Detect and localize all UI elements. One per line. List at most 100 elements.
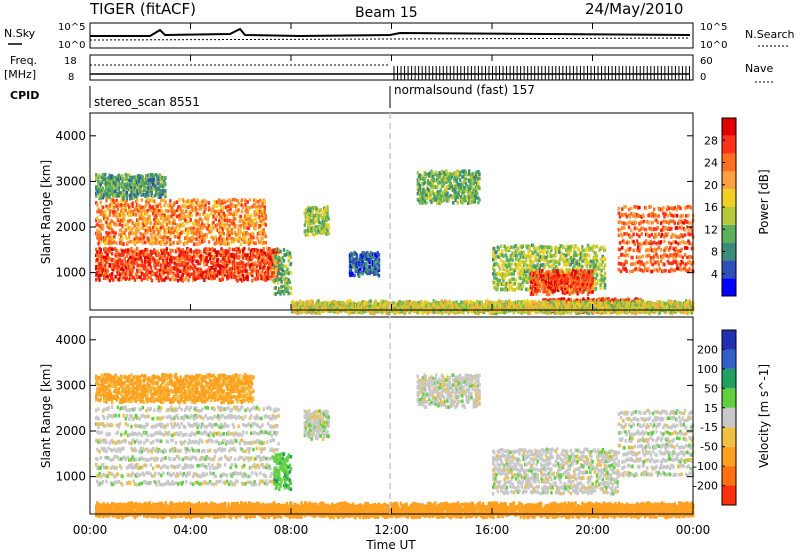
power-cells-cell	[238, 236, 241, 240]
power-cells-cell	[127, 185, 131, 189]
power-cells-cell	[145, 259, 148, 264]
power-cells-cell	[497, 246, 501, 251]
power-cells-cell	[260, 255, 263, 260]
power-cells-cell	[516, 257, 519, 262]
power-cells-cell	[137, 228, 140, 233]
power-cells-cell	[631, 255, 634, 260]
power-cells-cell	[569, 248, 573, 252]
power-cells-cell	[137, 209, 140, 213]
power-cells-cell	[139, 205, 142, 210]
power-cells-cell	[201, 221, 204, 226]
power-cells-cell	[226, 257, 229, 261]
power-cells-cell	[462, 175, 465, 179]
power-cells-cell	[125, 236, 129, 241]
power-cells-cell	[220, 205, 223, 209]
power-cells-cell	[175, 200, 179, 204]
power-cells-cell	[557, 288, 560, 293]
power-cells-cell	[433, 172, 437, 177]
power-cells-cell	[166, 262, 170, 266]
power-cells-cell	[104, 247, 107, 251]
power-cells-cell	[307, 212, 310, 217]
power-cells-cell	[105, 198, 108, 203]
power-cells-cell	[625, 214, 628, 219]
power-cells-cell	[122, 242, 125, 246]
power-cells-cell	[239, 227, 243, 231]
power-cells-cell	[349, 268, 353, 273]
power-cells-cell	[198, 227, 202, 232]
power-cells-cell	[501, 263, 504, 268]
power-cells-cell	[158, 268, 162, 273]
power-cells-cell	[125, 276, 129, 280]
power-cells-cell	[198, 235, 202, 239]
power-cells-cell	[174, 225, 178, 230]
power-cells-cell	[359, 267, 362, 271]
power-cells-cell	[614, 297, 617, 301]
power-cells-cell	[98, 230, 101, 234]
power-cells-cell	[117, 192, 121, 196]
power-cells-cell	[281, 289, 284, 294]
freq-tick-bottom: 8	[68, 72, 74, 83]
power-cells-cell	[96, 203, 99, 207]
power-cells-cell	[99, 196, 102, 200]
power-cells-cell	[146, 220, 149, 225]
power-cells-cell	[471, 175, 474, 180]
power-cells-cell	[173, 261, 176, 266]
power-cells-cell	[121, 241, 124, 246]
power-cells-cell	[273, 292, 276, 296]
power-cells-cell	[279, 249, 282, 254]
power-cells-cell	[163, 235, 166, 239]
power-cells-cell	[548, 281, 551, 285]
power-cells-cell	[627, 207, 631, 212]
power-cells-cell	[273, 278, 276, 282]
power-cells-cell	[585, 258, 588, 263]
power-cells-cell	[569, 262, 573, 267]
power-cells-cell	[175, 229, 179, 234]
power-cells-cell	[231, 247, 235, 252]
power-cells-cell	[219, 234, 222, 239]
power-cells-cell	[190, 199, 194, 203]
power-cells-cell	[525, 274, 528, 278]
power-cells-cell	[289, 255, 293, 260]
power-cells-cell	[460, 187, 463, 191]
power-cells-cell	[359, 255, 362, 260]
power-cells-cell	[238, 249, 241, 254]
power-cells-cell	[601, 259, 604, 264]
power-cells-cell	[125, 173, 129, 178]
power-cells-cell	[105, 230, 108, 235]
power-cells-cell	[269, 276, 272, 281]
power-cells-cell	[493, 276, 496, 280]
power-cells-cell	[287, 254, 290, 259]
power-cells-cell	[208, 230, 212, 234]
power-cells-cell	[150, 235, 154, 239]
power-cells-cell	[117, 268, 121, 273]
power-cells-cell	[356, 257, 360, 262]
power-cells-cell	[122, 269, 125, 273]
power-cells-cell	[173, 209, 176, 214]
power-cells-cell	[125, 190, 129, 195]
power-cells-cell	[271, 278, 274, 283]
power-cells-cell	[508, 287, 511, 292]
power-cells-cell	[519, 282, 522, 287]
power-cells-cell	[136, 246, 139, 251]
power-cells-cell	[581, 248, 584, 253]
power-cells-cell	[327, 231, 330, 236]
power-cells-cell	[105, 204, 108, 209]
power-cells-cell	[318, 220, 321, 225]
power-cells-cell	[231, 197, 235, 202]
power-cells-cell	[115, 241, 118, 245]
power-cells-cell	[235, 275, 238, 279]
power-cells-cell	[199, 275, 203, 280]
power-cells-cell	[244, 209, 247, 214]
power-cells-cell	[137, 263, 140, 268]
power-cells-cell	[516, 248, 519, 253]
power-cells-cell	[162, 237, 165, 242]
power-cells-cell	[504, 273, 507, 277]
power-cells-cell	[639, 255, 642, 260]
power-cells-cell	[356, 268, 360, 272]
power-cells-cell	[254, 205, 257, 209]
power-cells-cell	[179, 207, 182, 211]
power-cells-cell	[149, 276, 153, 280]
power-cells-cell	[236, 261, 239, 266]
power-cells-cell	[111, 272, 114, 276]
